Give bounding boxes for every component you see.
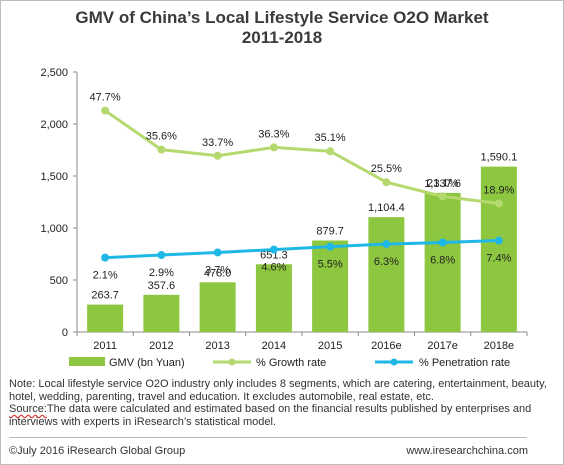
y-tick-label: 2,000 bbox=[40, 119, 68, 131]
gmv-data-label: 1,337.6 bbox=[424, 178, 461, 190]
footer-divider bbox=[9, 437, 527, 438]
growth-rate-label: 18.9% bbox=[483, 184, 514, 196]
chart-title: GMV of China’s Local Lifestyle Service O… bbox=[0, 8, 564, 48]
gmv-bar bbox=[368, 217, 405, 332]
gmv-data-label: 1,590.1 bbox=[481, 152, 518, 164]
gmv-data-label: 357.6 bbox=[148, 280, 176, 292]
penetration-rate-point bbox=[382, 240, 391, 249]
penetration-rate-label: 2.9% bbox=[149, 267, 174, 279]
gmv-data-label: 263.7 bbox=[91, 290, 119, 302]
penetration-rate-point bbox=[438, 238, 447, 247]
legend-marker-growth bbox=[228, 358, 236, 366]
legend-label-growth: % Growth rate bbox=[256, 357, 326, 369]
legend-marker-penetration bbox=[390, 358, 398, 366]
x-tick-label: 2018e bbox=[484, 340, 515, 352]
growth-rate-label: 35.1% bbox=[315, 132, 346, 144]
legend-label-gmv: GMV (bn Yuan) bbox=[109, 357, 185, 369]
chart-note: Note: Local lifestyle service O2O indust… bbox=[9, 378, 557, 428]
penetration-rate-point bbox=[269, 245, 278, 254]
legend-label-penetration: % Penetration rate bbox=[419, 357, 510, 369]
growth-rate-line bbox=[104, 109, 500, 205]
growth-rate-point bbox=[494, 199, 503, 208]
x-tick-label: 2015 bbox=[318, 340, 342, 352]
growth-rate-label: 21.1% bbox=[427, 177, 458, 189]
x-tick-label: 2013 bbox=[205, 340, 229, 352]
y-tick-label: 1,500 bbox=[40, 171, 68, 183]
gmv-data-label: 651.3 bbox=[260, 249, 288, 261]
gmv-data-label: 879.7 bbox=[316, 226, 344, 238]
copyright-text: ©July 2016 iResearch Global Group bbox=[9, 445, 186, 457]
chart-svg: 0 500 1,000 1,500 2,000 2,500 2011 2012 2013 2014… bbox=[40, 67, 528, 369]
source-label: Source: bbox=[9, 403, 47, 415]
x-tick-label: 2011 bbox=[93, 340, 117, 352]
y-tick-label: 1,000 bbox=[40, 223, 68, 235]
gmv-bar bbox=[480, 166, 517, 332]
gmv-bar bbox=[199, 282, 236, 332]
growth-rate-point bbox=[382, 178, 391, 187]
gmv-bar bbox=[424, 192, 461, 332]
x-tick-label: 2017e bbox=[427, 340, 458, 352]
website-link[interactable]: www.iresearchchina.com bbox=[406, 445, 528, 457]
gmv-bar bbox=[87, 304, 124, 332]
growth-rate-label: 25.5% bbox=[371, 163, 402, 175]
y-tick-label: 2,500 bbox=[40, 67, 68, 79]
note-text: Note: Local lifestyle service O2O indust… bbox=[9, 378, 547, 403]
penetration-rate-label: 5.5% bbox=[318, 259, 343, 271]
penetration-rate-point bbox=[326, 242, 335, 251]
chart-title-years: 2011-2018 bbox=[241, 28, 323, 47]
x-tick-label: 2016e bbox=[371, 340, 402, 352]
chart-title-main: GMV of China’s Local Lifestyle Service O… bbox=[75, 8, 489, 27]
growth-rate-point bbox=[101, 106, 110, 115]
gmv-bar bbox=[143, 294, 180, 332]
penetration-rate-point bbox=[157, 251, 166, 260]
growth-rate-label: 47.7% bbox=[90, 92, 121, 104]
gmv-bar bbox=[312, 240, 349, 332]
growth-rate-point bbox=[269, 143, 278, 152]
gmv-data-label: 478.0 bbox=[204, 267, 232, 279]
legend-swatch-gmv bbox=[69, 357, 105, 366]
penetration-rate-label: 3.7% bbox=[205, 264, 230, 276]
y-tick-label: 0 bbox=[62, 327, 68, 339]
penetration-rate-point bbox=[101, 253, 110, 262]
growth-rate-point bbox=[157, 145, 166, 154]
source-text: The data were calculated and estimated b… bbox=[9, 403, 532, 428]
penetration-rate-point bbox=[494, 236, 503, 245]
x-tick-label: 2014 bbox=[262, 340, 286, 352]
penetration-rate-label: 6.3% bbox=[374, 256, 399, 268]
gmv-bar bbox=[255, 264, 292, 332]
growth-rate-point bbox=[438, 192, 447, 201]
x-tick-label: 2012 bbox=[149, 340, 173, 352]
growth-rate-point bbox=[326, 147, 335, 156]
penetration-rate-label: 6.8% bbox=[430, 254, 455, 266]
penetration-rate-label: 2.1% bbox=[93, 270, 118, 282]
penetration-rate-label: 7.4% bbox=[486, 253, 511, 265]
penetration-rate-label: 4.6% bbox=[261, 262, 286, 274]
y-tick-label: 500 bbox=[50, 275, 68, 287]
growth-rate-label: 33.7% bbox=[202, 137, 233, 149]
penetration-rate-line bbox=[105, 239, 499, 260]
gmv-data-label: 1,104.4 bbox=[368, 202, 405, 214]
penetration-rate-point bbox=[213, 248, 222, 257]
growth-rate-point bbox=[213, 151, 222, 160]
growth-rate-label: 36.3% bbox=[258, 128, 289, 140]
growth-rate-label: 35.6% bbox=[146, 131, 177, 143]
